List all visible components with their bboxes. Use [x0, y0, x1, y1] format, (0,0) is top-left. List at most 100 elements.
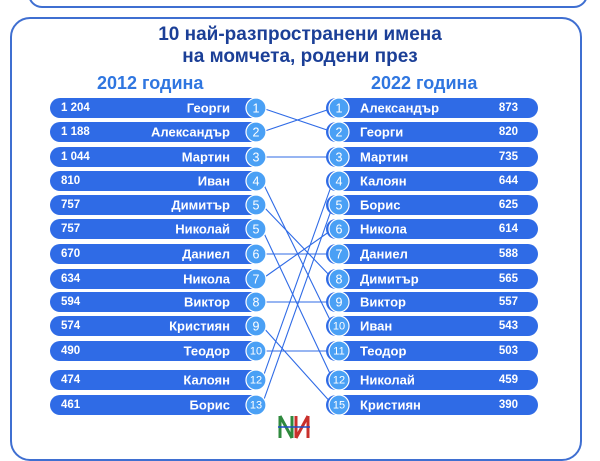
left-bar: [50, 244, 266, 264]
left-bar: [50, 195, 266, 215]
right-row: 9 Виктор 557: [326, 291, 538, 313]
connector-lines: [261, 107, 334, 406]
left-row: 1 188 Александър 2: [50, 121, 267, 143]
left-bar: [50, 171, 266, 191]
right-name: Калоян: [360, 174, 407, 189]
right-rank-badge: [328, 369, 350, 391]
right-row: 10 Иван 543: [326, 315, 538, 337]
right-name: Александър: [360, 101, 439, 116]
left-value: 634: [61, 273, 81, 285]
right-bar: [326, 341, 538, 361]
left-name: Даниел: [182, 247, 230, 262]
left-rank: 6: [253, 248, 260, 262]
left-name: Никола: [183, 272, 231, 287]
left-value: 1 188: [61, 126, 90, 138]
right-rank: 12: [333, 375, 345, 387]
right-bar: [326, 122, 538, 142]
left-row: 757 Димитър 5: [50, 194, 267, 216]
right-rank-badge: [328, 218, 350, 240]
left-rank-badge: [245, 394, 267, 416]
right-row: 15 Кристиян 390: [326, 394, 538, 416]
left-bar: [50, 98, 266, 118]
right-name: Борис: [360, 198, 400, 213]
left-rank: 4: [253, 175, 260, 189]
right-value: 543: [499, 320, 518, 332]
left-name: Иван: [198, 174, 230, 189]
left-bar: [50, 395, 266, 415]
right-column-heading: 2022 година: [371, 73, 478, 93]
right-rank: 3: [336, 151, 343, 165]
right-name: Георги: [360, 125, 403, 140]
right-value: 557: [499, 296, 518, 308]
left-bar: [50, 316, 266, 336]
right-name: Николай: [360, 373, 415, 388]
left-rank: 2: [253, 126, 260, 140]
right-rank-badge: [328, 170, 350, 192]
left-bar: [50, 292, 266, 312]
left-value: 461: [61, 399, 81, 411]
left-value: 1 044: [61, 151, 90, 163]
left-bar: [50, 122, 266, 142]
left-name: Калоян: [183, 373, 230, 388]
right-row: 2 Георги 820: [326, 121, 538, 143]
right-bar: [326, 269, 538, 289]
right-name: Кристиян: [360, 398, 421, 413]
left-name: Александър: [151, 125, 230, 140]
right-value: 644: [499, 175, 519, 187]
left-value: 810: [61, 175, 80, 187]
left-rank-badge: [245, 146, 267, 168]
right-rank-badge: [328, 394, 350, 416]
right-bar: [326, 395, 538, 415]
left-name: Мартин: [182, 150, 230, 165]
left-rank: 5: [253, 199, 260, 213]
right-rank-badge: [328, 121, 350, 143]
right-bar: [326, 98, 538, 118]
left-rank-badge: [245, 121, 267, 143]
right-bar: [326, 219, 538, 239]
right-row: 12 Николай 459: [326, 369, 538, 391]
right-value: 735: [499, 151, 519, 163]
connector-line: [261, 107, 334, 133]
left-rank-badge: [245, 340, 267, 362]
left-name: Виктор: [184, 295, 230, 310]
left-rank-badge: [245, 291, 267, 313]
right-name: Даниел: [360, 247, 408, 262]
connector-line: [261, 204, 334, 280]
left-bar: [50, 219, 266, 239]
right-bar: [326, 171, 538, 191]
right-rank-badge: [328, 340, 350, 362]
right-row: 3 Мартин 735: [326, 146, 538, 168]
left-row: 461 Борис 13: [50, 394, 267, 416]
right-rank: 10: [333, 321, 345, 333]
right-name: Иван: [360, 319, 392, 334]
left-rank: 9: [253, 320, 260, 334]
left-row: 1 204 Георги 1: [50, 97, 267, 119]
left-row: 757 Николай 5: [50, 218, 267, 240]
right-rank: 11: [333, 346, 344, 358]
right-rank: 1: [336, 102, 343, 116]
right-row: 1 Александър 873: [326, 97, 538, 119]
left-rank-badge: [245, 268, 267, 290]
connector-line: [261, 204, 334, 406]
left-value: 474: [61, 374, 81, 386]
right-rank: 5: [336, 199, 343, 213]
left-name: Димитър: [171, 198, 230, 213]
left-value: 670: [61, 248, 80, 260]
left-row: 474 Калоян 12: [50, 369, 267, 391]
left-value: 490: [61, 345, 80, 357]
right-rank-badge: [328, 146, 350, 168]
left-rank-badge: [245, 243, 267, 265]
left-rank: 8: [253, 296, 260, 310]
right-value: 625: [499, 199, 519, 211]
bars: 1 204 Георги 1 1 188 Александър 2 1 044 Мартин 3…: [50, 97, 538, 416]
left-rank-badge: [245, 218, 267, 240]
left-row: 810 Иван 4: [50, 170, 267, 192]
title-line-1: 10 най-разпространени имена: [158, 24, 442, 45]
left-rank-badge: [245, 97, 267, 119]
right-row: 7 Даниел 588: [326, 243, 538, 265]
right-rank-badge: [328, 315, 350, 337]
right-rank-badge: [328, 194, 350, 216]
right-rank-badge: [328, 97, 350, 119]
left-bar: [50, 269, 266, 289]
right-row: 11 Теодор 503: [326, 340, 538, 362]
